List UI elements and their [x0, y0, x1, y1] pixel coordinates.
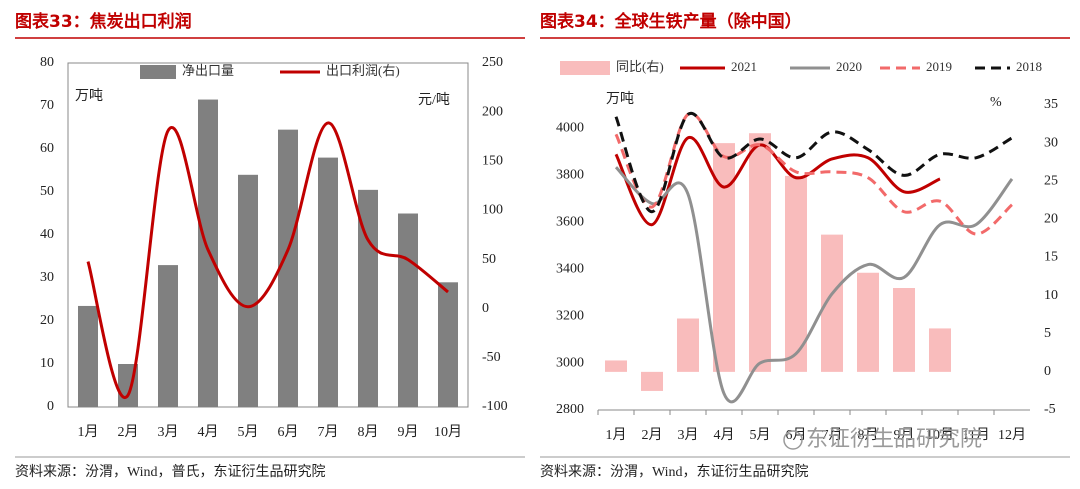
x-tick-label: 5月	[750, 427, 771, 443]
x-tick-label: 9月	[398, 424, 419, 440]
x-tick-label: 4月	[714, 427, 735, 443]
x-tick-label: 12月	[998, 427, 1026, 443]
x-tick-label: 4月	[198, 424, 219, 440]
y2-tick-label: 25	[1044, 173, 1058, 188]
legend-label: 2018	[1016, 59, 1042, 74]
chart-title: 图表34：全球生铁产量（除中国）	[540, 11, 802, 32]
bar	[857, 272, 879, 372]
bar	[605, 360, 627, 372]
legend-label: 净出口量	[182, 63, 234, 78]
y-tick-label: 40	[40, 227, 54, 242]
y-tick-label: 20	[40, 313, 54, 328]
y2-axis-unit: 元/吨	[418, 92, 450, 108]
bar	[749, 133, 771, 372]
legend-label: 同比(右)	[616, 59, 664, 74]
x-tick-label: 6月	[278, 424, 299, 440]
x-tick-label: 7月	[318, 424, 339, 440]
bar	[398, 213, 418, 407]
y-tick-label: 3200	[556, 308, 584, 323]
bar	[358, 189, 378, 407]
line	[86, 121, 449, 400]
x-tick-label: 6月	[786, 427, 807, 443]
bar	[238, 174, 258, 407]
legend-swatch	[140, 65, 176, 79]
x-tick-label: 10月	[926, 427, 954, 443]
line	[614, 166, 1014, 404]
y-tick-label: 2800	[556, 402, 584, 417]
bar	[929, 328, 951, 372]
legend-label: 出口利润(右)	[326, 63, 400, 78]
y-tick-label: 60	[40, 141, 54, 156]
y-tick-label: 80	[40, 55, 54, 70]
bar	[785, 175, 807, 372]
y-tick-label: 4000	[556, 121, 584, 136]
y2-tick-label: 35	[1044, 97, 1058, 112]
plot-frame	[67, 62, 469, 408]
line	[614, 111, 1013, 214]
y-axis-unit: 万吨	[606, 91, 634, 107]
x-tick-label: 7月	[822, 427, 843, 443]
y2-tick-label: -100	[482, 399, 508, 414]
x-tick-label: 8月	[358, 424, 379, 440]
x-tick-label: 10月	[434, 424, 462, 440]
y-tick-label: 3400	[556, 261, 584, 276]
y-tick-label: 3600	[556, 215, 584, 230]
y-tick-label: 70	[40, 98, 54, 113]
x-tick-label: 3月	[678, 427, 699, 443]
bar	[821, 234, 843, 372]
legend-swatch	[560, 61, 610, 75]
bar	[641, 371, 663, 391]
y2-tick-label: 0	[1044, 364, 1051, 379]
chart-title: 图表33：焦炭出口利润	[15, 11, 192, 32]
y2-tick-label: 250	[482, 55, 503, 70]
y2-tick-label: 10	[1044, 288, 1058, 303]
x-tick-label: 2月	[642, 427, 663, 443]
y2-tick-label: -5	[1044, 402, 1056, 417]
y-tick-label: 3000	[556, 355, 584, 370]
source: 资料来源：汾渭，Wind，普氏，东证衍生品研究院	[15, 464, 326, 480]
bar	[713, 143, 735, 372]
y-tick-label: 10	[40, 356, 54, 371]
y2-tick-label: -50	[482, 350, 501, 365]
x-tick-label: 5月	[238, 424, 259, 440]
watermark-icon	[783, 430, 803, 450]
y2-tick-label: 30	[1044, 135, 1058, 150]
y-tick-label: 50	[40, 184, 54, 199]
x-tick-label: 1月	[78, 424, 99, 440]
y2-tick-label: 15	[1044, 250, 1058, 265]
watermark: 东证衍生品研究院	[806, 427, 982, 452]
y2-tick-label: 100	[482, 203, 503, 218]
bar	[677, 318, 699, 372]
y2-tick-label: 50	[482, 252, 496, 267]
y-tick-label: 0	[47, 399, 54, 414]
y2-tick-label: 200	[482, 104, 503, 119]
x-tick-label: 9月	[894, 427, 915, 443]
y2-tick-label: 20	[1044, 212, 1058, 227]
y-tick-label: 3800	[556, 168, 584, 183]
y2-axis-unit: %	[990, 95, 1002, 110]
y2-tick-label: 0	[482, 301, 489, 316]
bar	[893, 288, 915, 372]
bar	[438, 282, 458, 407]
legend-label: 2019	[926, 59, 952, 74]
bar	[278, 129, 298, 407]
bar	[158, 265, 178, 407]
x-tick-label: 3月	[158, 424, 179, 440]
bar	[318, 157, 338, 407]
y-axis-unit: 万吨	[75, 88, 103, 104]
source: 资料来源：汾渭，Wind，东证衍生品研究院	[540, 464, 809, 480]
y-tick-label: 30	[40, 270, 54, 285]
x-tick-label: 2月	[118, 424, 139, 440]
line	[614, 111, 1014, 236]
y2-tick-label: 150	[482, 154, 503, 169]
bar	[78, 305, 98, 407]
y2-tick-label: 5	[1044, 326, 1051, 341]
legend-label: 2020	[836, 59, 862, 74]
x-tick-label: 1月	[606, 427, 627, 443]
legend-label: 2021	[731, 59, 757, 74]
x-tick-label: 8月	[858, 427, 879, 443]
x-tick-label: 11月	[962, 427, 989, 443]
